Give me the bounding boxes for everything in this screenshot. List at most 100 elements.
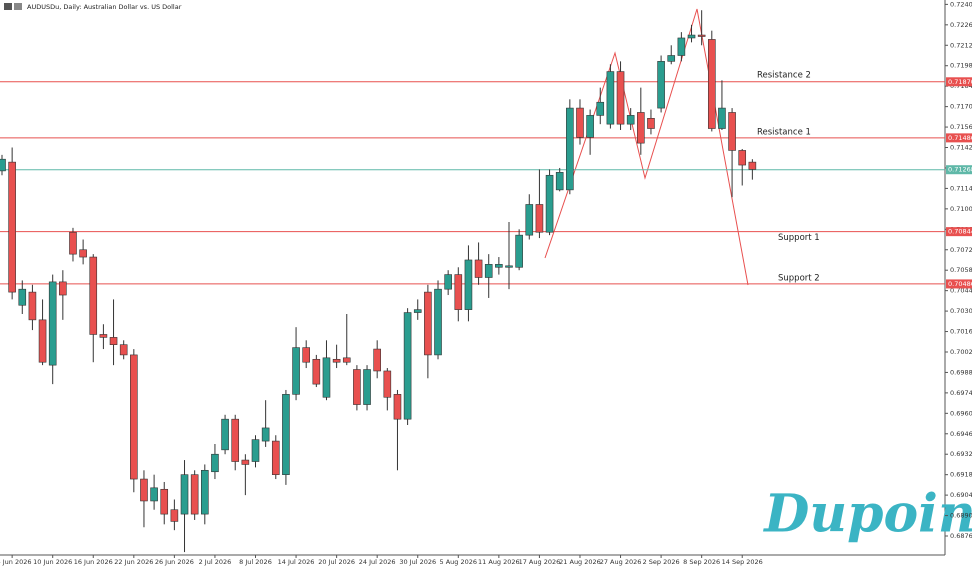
candle-body: [363, 369, 371, 405]
candle-body: [383, 370, 392, 398]
candle-body: [251, 439, 260, 462]
candle-body: [211, 453, 219, 473]
x-tick-label: 5 Aug 2026: [440, 558, 478, 566]
candle-body: [69, 231, 77, 255]
candle-body: [18, 288, 27, 306]
candle-body: [48, 281, 57, 366]
candle-body: [424, 291, 432, 356]
current-price-box: [946, 165, 972, 175]
candle-body: [677, 37, 686, 56]
candle-body: [616, 71, 625, 125]
current-price-label: 0.71268: [948, 166, 972, 174]
candle-body: [322, 357, 331, 398]
candle-body: [312, 358, 321, 385]
candle-body: [282, 394, 290, 475]
candle-body: [667, 55, 676, 62]
candle-body: [738, 150, 747, 166]
candle-body: [180, 474, 189, 515]
candle-body: [59, 281, 67, 296]
candle-body: [474, 259, 483, 278]
level-price-box: [946, 133, 972, 143]
candle-body: [728, 112, 736, 151]
level-price-label: 0.71486: [948, 134, 972, 142]
candle-body: [596, 101, 605, 116]
candle-body: [302, 347, 311, 363]
x-tick-label: 27 Aug 2026: [600, 558, 642, 566]
candle-body: [637, 112, 645, 144]
candle-body: [170, 509, 179, 522]
x-tick-label: 11 Aug 2026: [478, 558, 520, 566]
candle-body: [332, 358, 341, 363]
level-price-label: 0.70844: [948, 228, 972, 236]
level-price-box: [946, 279, 972, 289]
candle-body: [586, 115, 594, 138]
candle-body: [626, 115, 635, 125]
candle-body: [221, 418, 229, 451]
candle-body: [657, 61, 665, 109]
candle-body: [271, 440, 280, 475]
candle-body: [697, 34, 706, 37]
candle-body: [28, 291, 37, 321]
x-tick-label: 22 Jun 2026: [114, 558, 153, 566]
candle-body: [353, 369, 361, 405]
candle-body: [292, 347, 300, 395]
candle-body: [576, 107, 584, 138]
candle-body: [566, 107, 574, 191]
candle-body: [464, 259, 473, 310]
x-tick-label: 30 Jul 2026: [399, 558, 436, 566]
candle-body: [109, 337, 118, 345]
candle-body: [79, 249, 87, 258]
candle-body: [515, 234, 523, 268]
x-tick-label: 14 Jul 2026: [278, 558, 315, 566]
candle-body: [99, 334, 108, 338]
candle-body: [241, 459, 250, 465]
candle-body: [484, 264, 493, 278]
x-tick-label: 8 Jul 2026: [239, 558, 272, 566]
candle-body: [190, 474, 199, 515]
x-tick-label: 10 Jun 2026: [33, 558, 72, 566]
x-tick-label: 4 Jun 2026: [0, 558, 31, 566]
logo: Dupoin: [762, 484, 972, 545]
level-name: Support 2: [778, 273, 820, 283]
candle-body: [201, 469, 209, 515]
candle-body: [119, 344, 128, 356]
level-price-box: [946, 227, 972, 237]
symbol-icon: [4, 3, 22, 10]
candle-body: [261, 427, 270, 442]
candle-body: [231, 418, 240, 462]
level-price-label: 0.70486: [948, 280, 972, 288]
y-tick-label: 0.68760: [950, 532, 972, 540]
candle-body: [555, 172, 564, 191]
level-name: Resistance 1: [757, 127, 811, 137]
level-price-box: [946, 77, 972, 87]
x-tick-label: 14 Sep 2026: [722, 558, 763, 566]
x-tick-label: 21 Aug 2026: [559, 558, 601, 566]
candle-body: [140, 478, 148, 502]
candle-body: [647, 118, 655, 129]
candle-body: [342, 357, 351, 363]
level-name: Support 1: [778, 233, 820, 243]
x-tick-label: 8 Sep 2026: [683, 558, 720, 566]
x-tick-label: 24 Jul 2026: [359, 558, 396, 566]
candle-body: [130, 354, 138, 480]
x-tick-label: 26 Jun 2026: [155, 558, 194, 566]
chart-title: AUDUSDu, Daily: Australian Dollar vs. US…: [27, 3, 182, 11]
candle-body: [545, 174, 554, 233]
